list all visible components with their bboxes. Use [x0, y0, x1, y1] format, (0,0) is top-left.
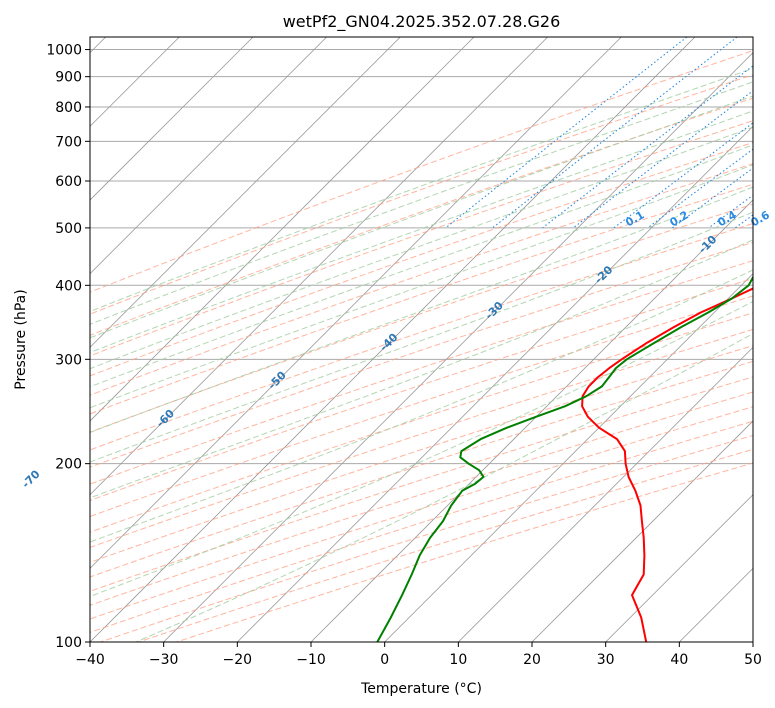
x-tick-label: 40: [670, 652, 688, 668]
plot-area: [90, 37, 753, 642]
y-tick-label: 800: [55, 100, 82, 116]
y-tick-label: 700: [55, 134, 82, 150]
isotherm--70: [90, 37, 475, 422]
moist-adiabat-40: [135, 333, 753, 642]
moist-adiabat-10: [90, 164, 753, 409]
x-axis-label: Temperature (°C): [360, 681, 482, 697]
moist-adiabat--20: [90, 67, 753, 313]
moist-adiabat--10: [90, 95, 753, 339]
dry-adiabat-100: [90, 312, 753, 533]
x-tick-label: 50: [744, 652, 762, 668]
dry-adiabat--10: [90, 97, 753, 336]
x-tick-label: −30: [149, 652, 179, 668]
mixing-ratio-line-0.2: [492, 37, 738, 229]
profile-traces: [376, 275, 753, 642]
dry-adiabat-10: [90, 141, 753, 377]
dry-adiabat-60: [90, 241, 753, 468]
x-tick-label: −10: [296, 652, 326, 668]
x-tick-label: 20: [523, 652, 541, 668]
dry-adiabat-110: [90, 328, 753, 548]
y-tick-label: 300: [55, 352, 82, 368]
mixing-ratio-line-0.6: [572, 90, 753, 229]
y-tick-label: 1000: [46, 43, 82, 59]
isotherm-10: [458, 346, 753, 642]
x-tick-label: 0: [380, 652, 389, 668]
dry-adiabat-150: [90, 391, 753, 606]
y-tick-label: 600: [55, 174, 82, 190]
background-lines: [90, 37, 753, 642]
x-tick-label: −40: [75, 652, 105, 668]
y-tick-label: 500: [55, 221, 82, 237]
y-tick-label: 900: [55, 70, 82, 86]
dry-adiabat-140: [90, 376, 753, 592]
axis-ticks: −40 −30 −20 −10 0 10 20 30 40 50 100 200 300 400 500 60…: [46, 43, 762, 668]
dry-adiabat--20: [90, 74, 753, 315]
x-tick-label: 10: [449, 652, 467, 668]
x-tick-label: −20: [223, 652, 253, 668]
isotherm--50: [90, 37, 622, 569]
moist-adiabat-35: [90, 300, 753, 597]
moist-adiabat-20: [90, 211, 753, 463]
plot-frame: [89, 36, 754, 643]
isotherm-20: [531, 420, 753, 642]
y-axis-label: Pressure (hPa): [13, 289, 29, 389]
isotherm--60: [90, 37, 548, 496]
isotherm--100: [90, 37, 254, 201]
isotherm-30: [605, 494, 753, 642]
dewpoint-profile: [376, 275, 753, 642]
chart-title: wetPf2_GN04.2025.352.07.28.G26: [283, 12, 561, 32]
y-tick-label: 200: [55, 457, 82, 473]
moist-adiabat-15: [90, 186, 753, 434]
mixing-ratio-line-2: [672, 167, 753, 229]
dry-adiabat-30: [90, 183, 753, 415]
isotherm--30: [163, 52, 753, 642]
isotherm--90: [90, 37, 327, 275]
moist-adiabat--15: [90, 81, 753, 325]
moist-adiabat--5: [90, 110, 753, 354]
x-tick-label: 30: [597, 652, 615, 668]
y-tick-label: 100: [55, 635, 82, 651]
isotherm--80: [90, 37, 401, 348]
y-tick-label: 400: [55, 278, 82, 294]
dry-adiabat--30: [90, 50, 753, 293]
moist-adiabat-0: [90, 126, 753, 370]
dry-adiabat-20: [90, 163, 753, 396]
isotherm-0: [384, 273, 753, 642]
dry-adiabat-90: [90, 295, 753, 518]
temperature-profile: [581, 287, 753, 642]
isotherm--20: [237, 125, 753, 642]
dry-adiabat-70: [90, 260, 753, 485]
mixing-ratio-line-0.4: [542, 65, 753, 229]
